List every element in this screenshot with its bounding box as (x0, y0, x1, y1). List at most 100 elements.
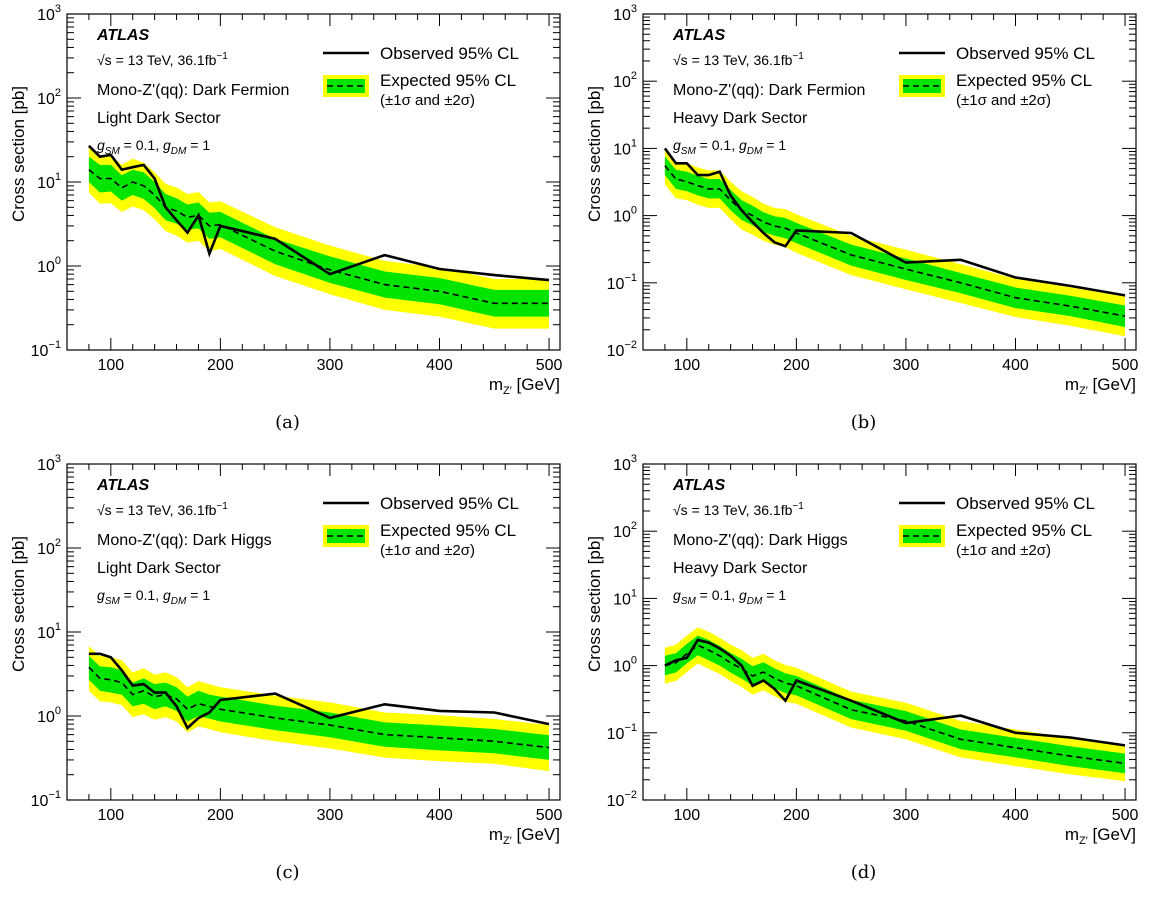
legend-expected-sublabel: (±1σ and ±2σ) (956, 92, 1051, 109)
band-1sigma (88, 655, 550, 760)
chart-panel-c: 10−1 100 101 102 103 100 200 300 400 500 Cross sec… (0, 450, 575, 900)
x-axis-label: mZ′ [GeV] (489, 375, 560, 397)
coupling-label: gSM = 0.1, gDM = 1 (673, 137, 786, 157)
model-label: Mono-Z'(qq): Dark Higgs (97, 532, 272, 549)
chart-svg-d: 10−2 10−1 100 101 102 103 100 200 300 400 500 Cross… (585, 453, 1139, 847)
x-tick-label: 100 (97, 807, 124, 824)
sector-label: Light Dark Sector (97, 560, 221, 577)
model-label: Mono-Z'(qq): Dark Fermion (97, 82, 289, 99)
energy-lumi-label: √s = 13 TeV, 36.1fb−1 (673, 51, 804, 68)
legend-band1-swatch (903, 79, 941, 93)
coupling-label: gSM = 0.1, gDM = 1 (673, 587, 786, 607)
y-tick-label: 100 (37, 255, 61, 276)
x-tick-label: 400 (1002, 807, 1029, 824)
y-tick-label: 101 (37, 621, 61, 642)
x-axis-label: mZ′ [GeV] (1065, 825, 1136, 847)
y-tick-label: 10−1 (31, 339, 61, 360)
atlas-label: ATLAS (672, 477, 725, 494)
x-axis-label: mZ′ [GeV] (489, 825, 560, 847)
y-tick-label: 101 (37, 171, 61, 192)
x-tick-label: 400 (426, 807, 453, 824)
y-tick-label: 102 (37, 537, 61, 558)
y-tick-label: 102 (37, 87, 61, 108)
y-tick-label: 10−1 (607, 272, 637, 293)
x-tick-label: 300 (317, 807, 344, 824)
plot-frame (642, 13, 1137, 351)
y-tick-label: 103 (613, 3, 637, 24)
legend-expected-label: Expected 95% CL (380, 521, 516, 540)
y-tick-label: 102 (613, 70, 637, 91)
legend-observed-label: Observed 95% CL (956, 494, 1095, 513)
legend-band1-swatch (327, 79, 365, 93)
x-tick-label: 300 (893, 807, 920, 824)
x-tick-label: 500 (536, 357, 563, 374)
x-axis-label: mZ′ [GeV] (1065, 375, 1136, 397)
legend-observed-label: Observed 95% CL (380, 494, 519, 513)
y-tick-label: 103 (37, 453, 61, 474)
model-label: Mono-Z'(qq): Dark Fermion (673, 82, 865, 99)
observed-line (663, 147, 1126, 297)
coupling-label: gSM = 0.1, gDM = 1 (97, 137, 210, 157)
x-tick-label: 200 (207, 357, 234, 374)
x-tick-label: 200 (207, 807, 234, 824)
x-tick-label: 500 (1112, 357, 1139, 374)
legend-band1-swatch (903, 529, 941, 543)
atlas-label: ATLAS (96, 27, 149, 44)
coupling-label: gSM = 0.1, gDM = 1 (97, 587, 210, 607)
legend-expected-sublabel: (±1σ and ±2σ) (380, 92, 475, 109)
y-tick-label: 10−1 (607, 722, 637, 743)
x-tick-label: 300 (317, 357, 344, 374)
panel-caption-b: (b) (850, 412, 877, 433)
legend-expected-label: Expected 95% CL (956, 521, 1092, 540)
sector-label: Light Dark Sector (97, 110, 221, 127)
x-tick-label: 200 (783, 357, 810, 374)
y-tick-label: 102 (613, 520, 637, 541)
legend-expected-sublabel: (±1σ and ±2σ) (956, 542, 1051, 559)
atlas-label: ATLAS (672, 27, 725, 44)
chart-panel-a: 10−1 100 101 102 103 100 200 300 400 500 Cross sec… (0, 0, 575, 450)
plot-frame (642, 463, 1137, 801)
y-axis-label: Cross section [pb] (585, 536, 604, 672)
y-tick-label: 101 (613, 587, 637, 608)
band-1sigma (664, 156, 1125, 327)
chart-panel-d: 10−2 10−1 100 101 102 103 100 200 300 400 500 Cross… (576, 450, 1151, 900)
panel-caption-c: (c) (275, 862, 300, 883)
panel-caption-d: (d) (850, 862, 877, 883)
y-tick-label: 10−1 (31, 789, 61, 810)
sector-label: Heavy Dark Sector (673, 560, 808, 577)
y-tick-label: 100 (613, 205, 637, 226)
chart-svg-a: 10−1 100 101 102 103 100 200 300 400 500 Cross sec… (9, 3, 563, 397)
legend-expected-sublabel: (±1σ and ±2σ) (380, 542, 475, 559)
legend-expected-label: Expected 95% CL (380, 71, 516, 90)
legend-expected-label: Expected 95% CL (956, 71, 1092, 90)
legend-observed-label: Observed 95% CL (956, 44, 1095, 63)
sector-label: Heavy Dark Sector (673, 110, 808, 127)
y-tick-label: 10−2 (607, 789, 637, 810)
panel-caption-a: (a) (275, 412, 300, 433)
x-tick-label: 100 (673, 357, 700, 374)
expected-line (664, 644, 1126, 765)
x-tick-label: 400 (426, 357, 453, 374)
y-tick-label: 103 (37, 3, 61, 24)
expected-line (664, 165, 1126, 317)
x-tick-label: 500 (1112, 807, 1139, 824)
observed-line (87, 144, 550, 282)
y-axis-label: Cross section [pb] (9, 536, 28, 672)
y-axis-label: Cross section [pb] (9, 86, 28, 222)
band-1sigma (88, 156, 550, 317)
x-tick-label: 400 (1002, 357, 1029, 374)
energy-lumi-label: √s = 13 TeV, 36.1fb−1 (97, 501, 228, 518)
atlas-label: ATLAS (96, 477, 149, 494)
energy-lumi-label: √s = 13 TeV, 36.1fb−1 (97, 51, 228, 68)
x-tick-label: 200 (783, 807, 810, 824)
y-tick-label: 100 (37, 705, 61, 726)
observed-line (664, 638, 1126, 747)
chart-svg-c: 10−1 100 101 102 103 100 200 300 400 500 Cross sec… (9, 453, 563, 847)
x-tick-label: 500 (536, 807, 563, 824)
legend-observed-label: Observed 95% CL (380, 44, 519, 63)
model-label: Mono-Z'(qq): Dark Higgs (673, 532, 848, 549)
y-tick-label: 100 (613, 655, 637, 676)
y-tick-label: 101 (613, 137, 637, 158)
legend-band1-swatch (327, 529, 365, 543)
chart-panel-b: 10−2 10−1 100 101 102 103 100 200 300 400 500 Cross… (576, 0, 1151, 450)
